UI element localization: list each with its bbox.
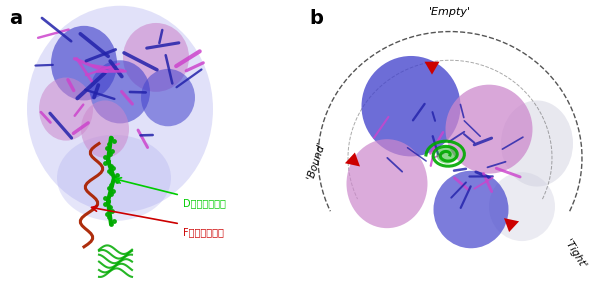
Ellipse shape <box>90 60 150 123</box>
Text: 'Bound': 'Bound' <box>305 141 328 181</box>
Ellipse shape <box>489 172 555 241</box>
Ellipse shape <box>57 135 171 221</box>
Ellipse shape <box>51 26 117 100</box>
Ellipse shape <box>433 171 509 248</box>
Ellipse shape <box>361 56 461 156</box>
Ellipse shape <box>501 100 573 187</box>
Polygon shape <box>425 62 439 75</box>
Text: 'Tight': 'Tight' <box>562 238 587 270</box>
Ellipse shape <box>141 69 195 126</box>
Ellipse shape <box>445 85 533 174</box>
Text: b: b <box>309 9 323 28</box>
Polygon shape <box>504 218 519 232</box>
Text: Dサブユニット: Dサブユニット <box>183 198 226 208</box>
Ellipse shape <box>27 6 213 212</box>
Ellipse shape <box>123 23 189 92</box>
Ellipse shape <box>347 139 427 228</box>
Ellipse shape <box>437 146 458 164</box>
Text: a: a <box>9 9 22 28</box>
Polygon shape <box>345 152 360 166</box>
Ellipse shape <box>81 100 129 158</box>
Ellipse shape <box>39 77 93 141</box>
Text: 'Empty': 'Empty' <box>429 7 471 17</box>
Text: Fサブユニット: Fサブユニット <box>183 227 224 237</box>
